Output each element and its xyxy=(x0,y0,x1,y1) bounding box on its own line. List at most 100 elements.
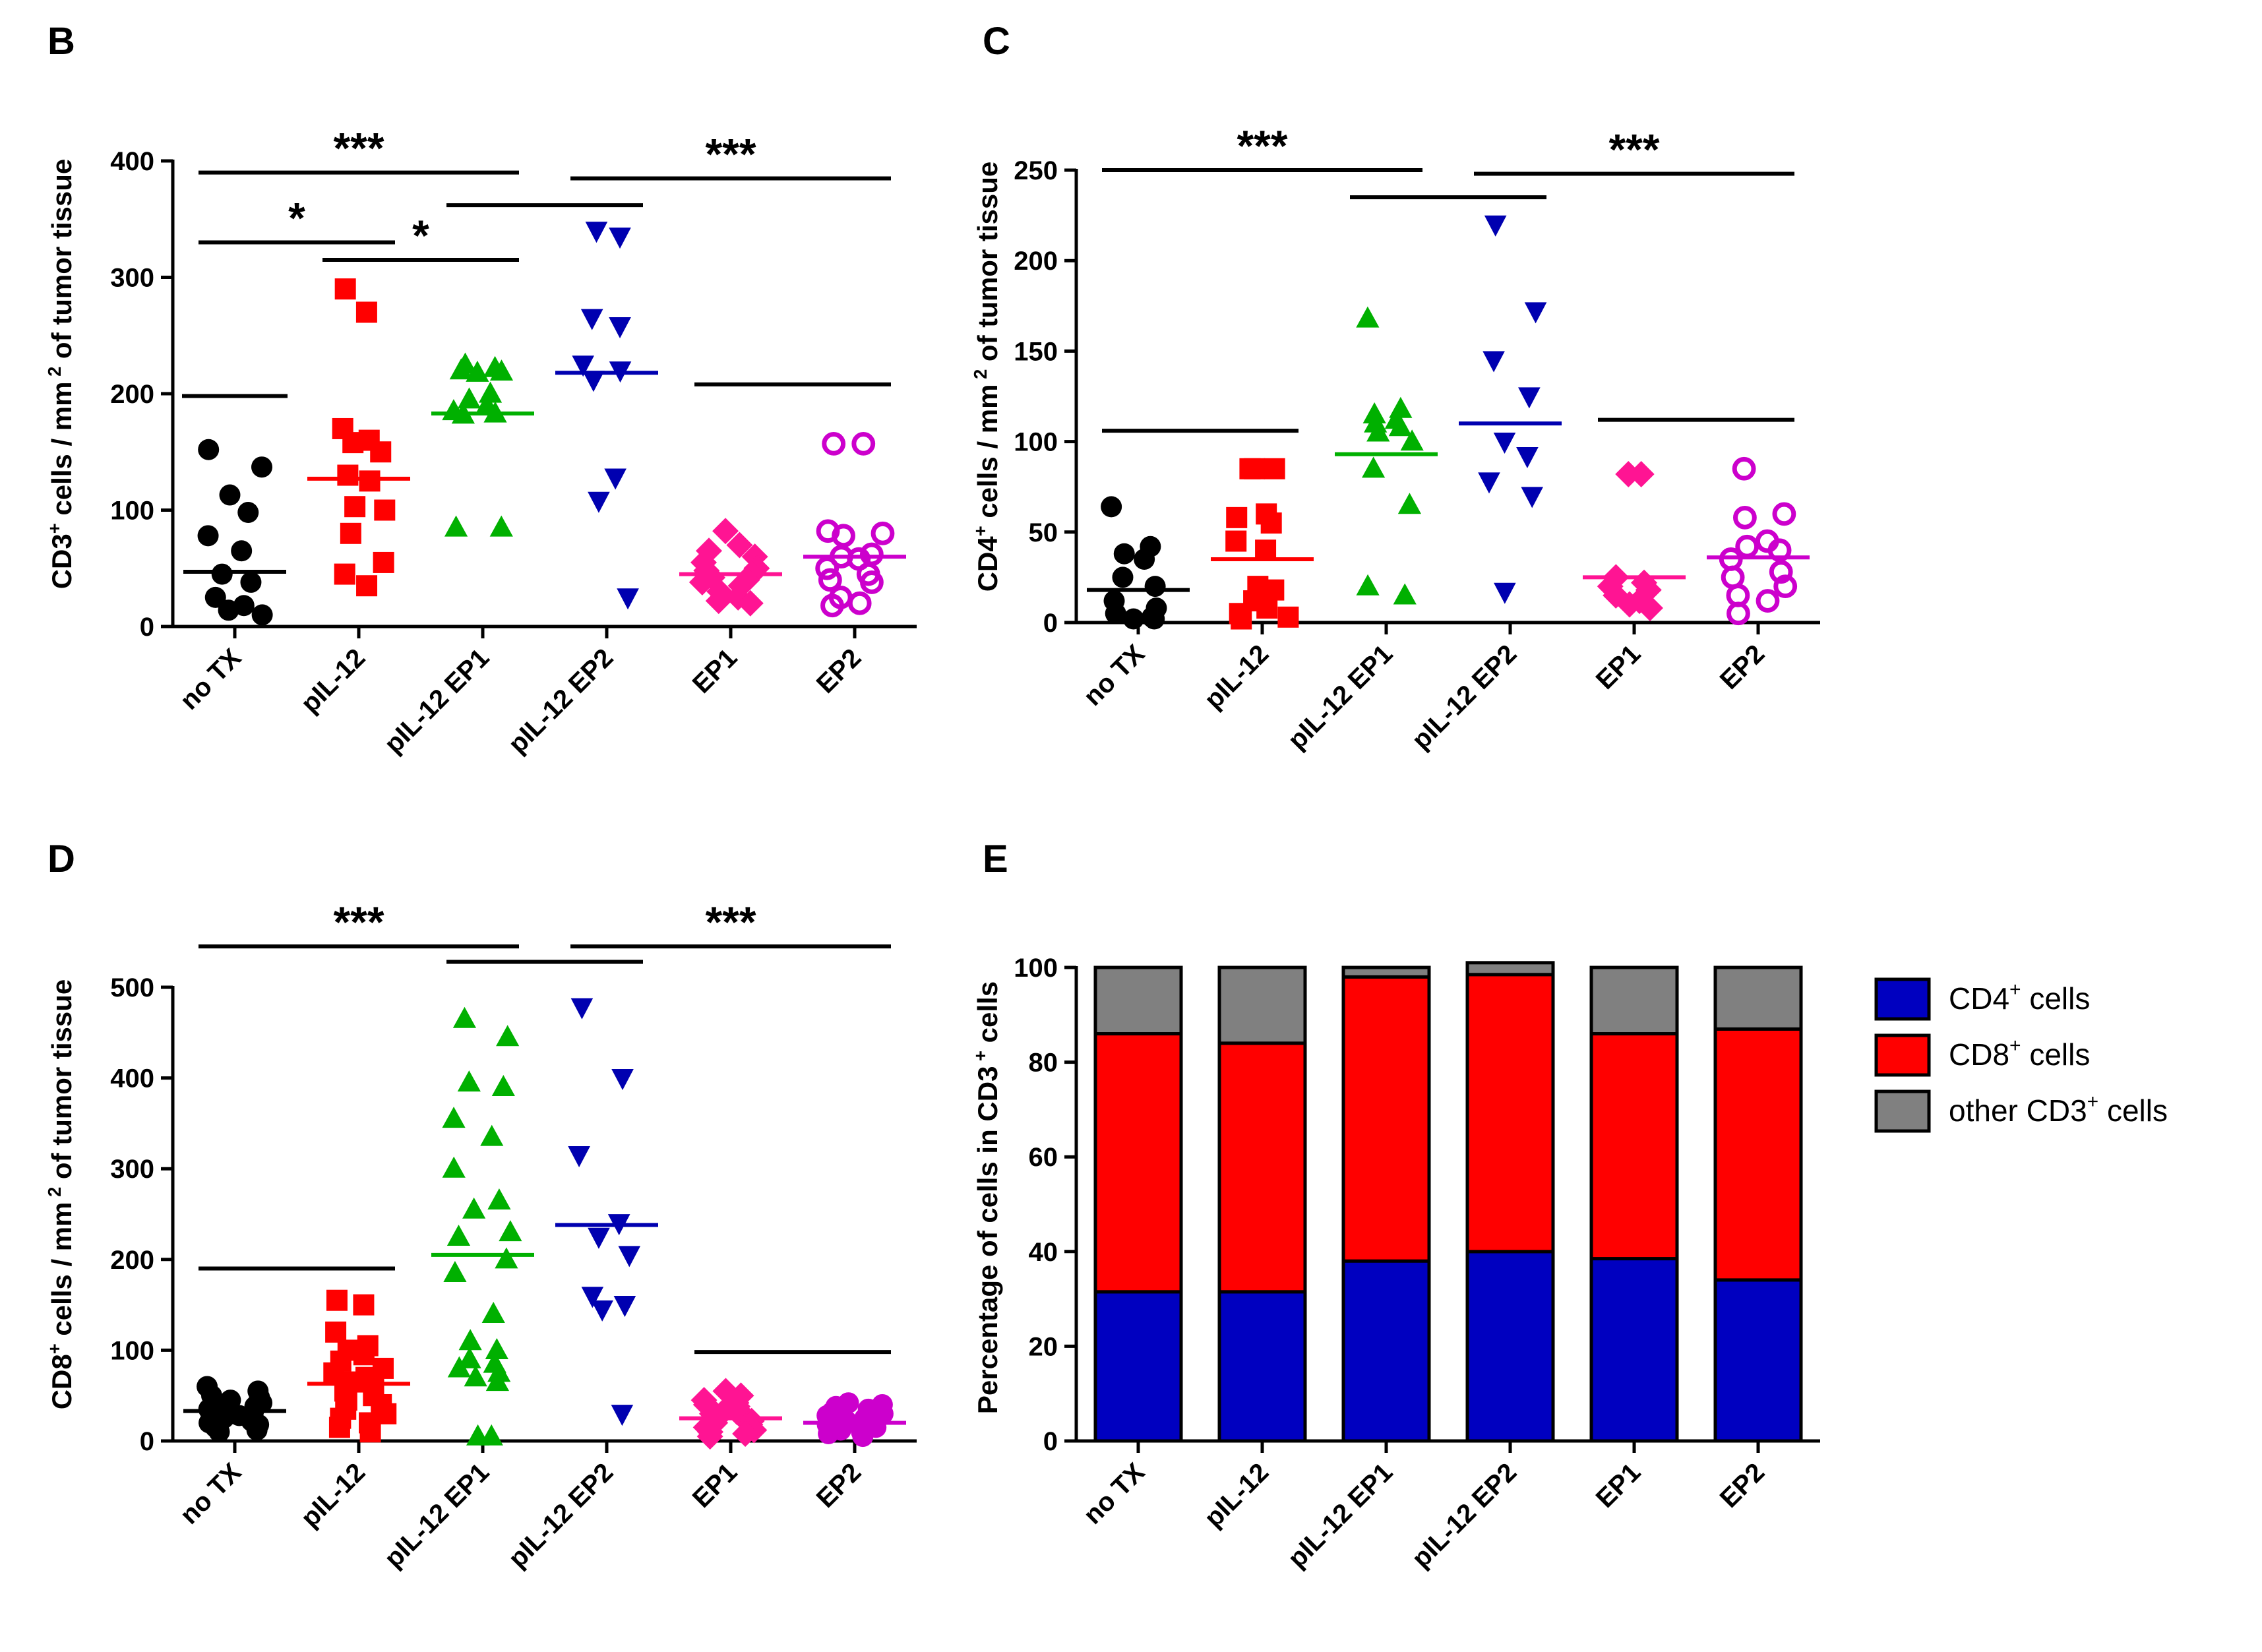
data-point xyxy=(323,1362,345,1384)
data-point xyxy=(479,1424,503,1446)
data-point xyxy=(580,309,603,330)
data-point xyxy=(1773,574,1798,599)
data-point xyxy=(591,1300,613,1322)
bar-segment xyxy=(1589,1032,1679,1261)
bar-segment xyxy=(1465,973,1555,1254)
data-point xyxy=(618,1246,641,1268)
data-point xyxy=(1260,512,1282,534)
series-no-tx xyxy=(183,439,286,626)
data-point xyxy=(588,1227,610,1249)
data-point xyxy=(356,575,378,597)
data-point xyxy=(737,590,764,617)
x-tick-label: EP2 xyxy=(811,643,867,699)
data-point xyxy=(251,604,273,626)
data-point xyxy=(613,1296,636,1317)
data-point xyxy=(489,515,513,537)
legend: CD4+ cells CD8+ cells other CD3+ cells xyxy=(1874,977,2168,1133)
bar-segment xyxy=(1713,1278,1803,1443)
legend-label: other CD3+ cells xyxy=(1949,1091,2168,1128)
bar-segment xyxy=(1217,1041,1307,1294)
data-point xyxy=(1356,306,1380,328)
bar-segment xyxy=(1589,965,1679,1036)
data-point xyxy=(334,278,356,300)
data-point xyxy=(218,599,239,621)
data-point xyxy=(1616,591,1643,618)
x-tick-label: no TX xyxy=(1078,1457,1151,1530)
data-point xyxy=(1493,433,1516,454)
bar-segment xyxy=(1341,965,1431,979)
data-point xyxy=(251,456,273,478)
data-point xyxy=(712,518,739,545)
x-tick-label: EP2 xyxy=(1715,639,1771,695)
x-tick-label: pIL-12 xyxy=(295,1457,371,1533)
significance-label: *** xyxy=(705,129,756,178)
data-point xyxy=(457,1070,481,1092)
panel-letter: D xyxy=(47,838,75,880)
data-point xyxy=(374,499,396,521)
bar-segment xyxy=(1465,961,1555,977)
data-point xyxy=(246,1419,268,1441)
data-point xyxy=(1397,493,1422,514)
y-tick-label: 500 xyxy=(110,973,154,1002)
data-point xyxy=(328,1417,350,1438)
series-ep2 xyxy=(1707,456,1810,626)
data-point xyxy=(197,525,219,547)
data-point xyxy=(617,588,639,610)
data-point xyxy=(585,222,608,243)
panel-letter: E xyxy=(983,838,1008,880)
data-point xyxy=(359,1421,381,1443)
series-pil-12 xyxy=(1211,458,1314,630)
data-point xyxy=(499,1220,522,1242)
data-point xyxy=(446,1225,471,1246)
significance-bracket: *** xyxy=(570,898,891,949)
data-point xyxy=(1105,603,1126,625)
data-point xyxy=(481,1301,505,1323)
data-point xyxy=(466,360,489,382)
data-point xyxy=(1255,539,1277,561)
x-tick-label: EP1 xyxy=(1591,1457,1647,1514)
x-tick-label: pIL-12 EP1 xyxy=(379,643,495,759)
data-point xyxy=(340,522,361,544)
data-point xyxy=(1727,601,1750,626)
data-point xyxy=(705,588,732,615)
x-tick-label: pIL-12 EP2 xyxy=(503,1457,619,1574)
bar-segment xyxy=(1465,1250,1555,1443)
x-tick-label: pIL-12 xyxy=(295,643,371,718)
data-point xyxy=(458,1329,482,1351)
data-point xyxy=(1144,576,1166,597)
data-point xyxy=(732,1420,759,1447)
y-tick-label: 400 xyxy=(110,147,154,176)
legend-swatch xyxy=(1874,977,1931,1021)
significance-label: * xyxy=(288,194,305,243)
y-tick-label: 0 xyxy=(1043,1427,1058,1456)
panel-letter: C xyxy=(983,20,1010,63)
y-tick-label: 20 xyxy=(1029,1332,1058,1361)
y-tick-label: 100 xyxy=(1014,428,1058,457)
data-point xyxy=(822,431,846,456)
data-point xyxy=(334,563,355,585)
significance-bracket: *** xyxy=(1474,125,1794,176)
y-tick-label: 100 xyxy=(110,1336,154,1365)
significance-bracket: * xyxy=(199,194,395,245)
y-tick-label: 40 xyxy=(1029,1238,1058,1267)
data-point xyxy=(1226,506,1248,528)
axes: 0 100 200 300 400 500 no TX pIL-12 pIL-12 EP1 pIL… xyxy=(110,973,917,1574)
data-point xyxy=(726,532,753,559)
data-point xyxy=(373,551,394,573)
bar-segment xyxy=(1713,965,1803,1031)
data-point xyxy=(1244,458,1266,479)
data-point xyxy=(489,359,514,381)
data-point xyxy=(1521,487,1544,508)
series-pil-12-ep2 xyxy=(1459,215,1562,604)
data-point xyxy=(1264,458,1285,479)
significance-label: *** xyxy=(1237,121,1287,170)
significance-label: *** xyxy=(333,898,384,946)
data-point xyxy=(487,1361,511,1382)
data-point xyxy=(1122,608,1144,630)
data-point xyxy=(1516,446,1539,468)
data-point xyxy=(485,1370,510,1392)
y-tick-label: 300 xyxy=(110,1155,154,1184)
data-point xyxy=(1134,548,1155,570)
y-axis-label: CD3+ cells / mm 2 of tumor tissue xyxy=(44,159,77,590)
data-point xyxy=(696,1423,723,1450)
